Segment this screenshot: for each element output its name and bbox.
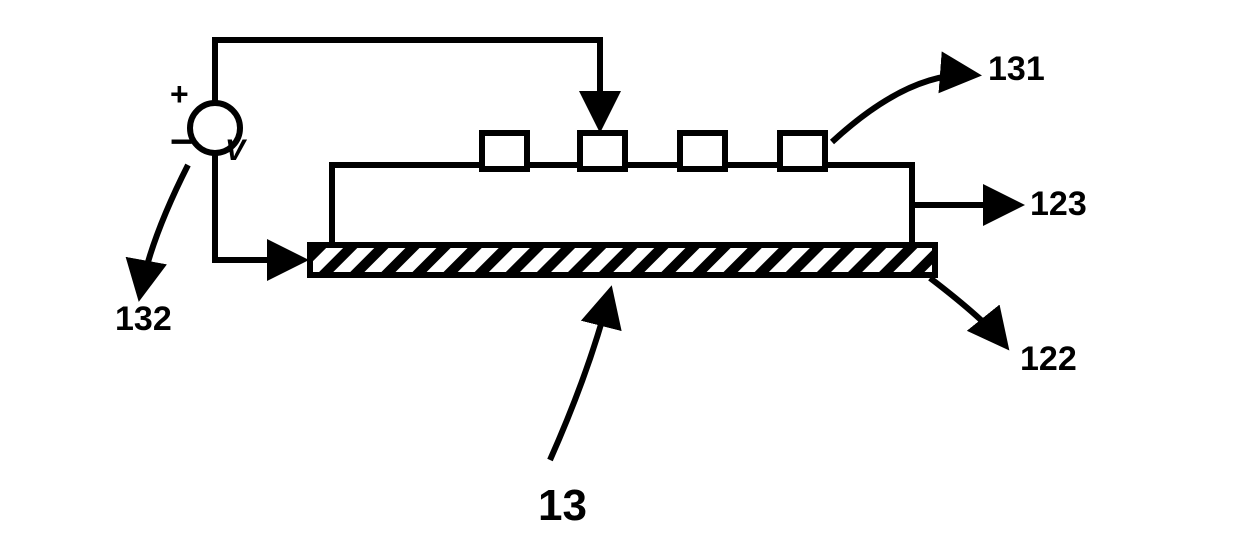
callout-131-arrow	[832, 75, 975, 142]
callout-122-arrow	[930, 278, 1005, 345]
callout-123-label: 123	[1030, 185, 1087, 223]
wire-bottom	[215, 153, 302, 260]
minus-label: −	[170, 120, 193, 164]
callout-132-label: 132	[115, 300, 172, 338]
callout-132-arrow	[140, 165, 188, 295]
callout-122-label: 122	[1020, 340, 1077, 378]
callout-13-label: 13	[538, 481, 587, 530]
top-block-131	[680, 133, 725, 169]
layer-substrate-123	[332, 165, 912, 245]
callout-131-label: 131	[988, 50, 1045, 88]
top-block-131	[482, 133, 527, 169]
callout-13-arrow	[550, 292, 610, 460]
v-label: V	[225, 134, 248, 167]
layer-hatched-122	[310, 245, 935, 275]
top-block-131	[580, 133, 625, 169]
wire-top	[215, 40, 600, 126]
plus-label: +	[170, 76, 189, 112]
top-block-131	[780, 133, 825, 169]
diagram-canvas: + −V 131 123 122 132 13	[0, 0, 1239, 556]
